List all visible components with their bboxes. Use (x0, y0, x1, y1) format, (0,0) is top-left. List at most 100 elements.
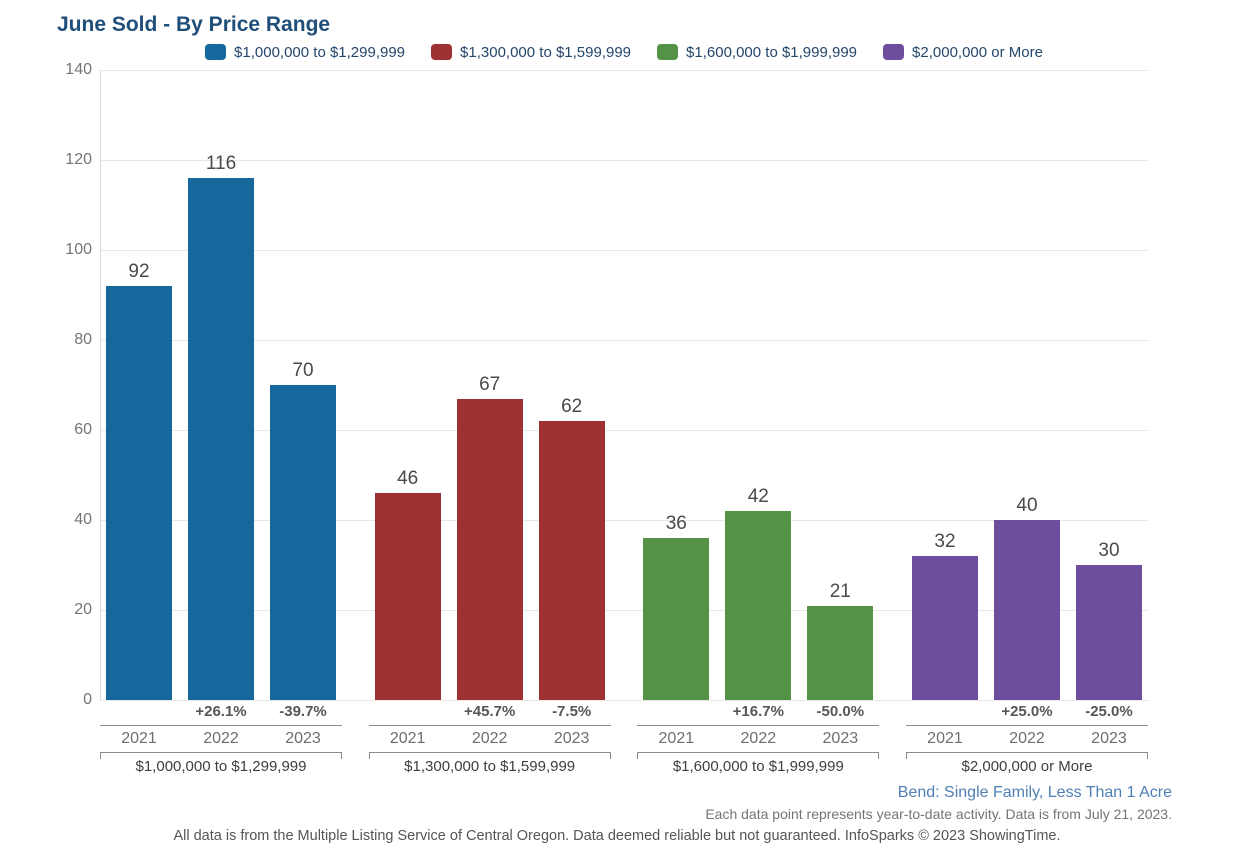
group-divider-line (905, 725, 1148, 726)
y-axis-tick-label: 80 (74, 331, 92, 348)
year-labels-row: 2021 2022 2023 (100, 729, 342, 749)
year-labels-row: 2021 2022 2023 (637, 729, 879, 749)
legend-item-label: $2,000,000 or More (912, 43, 1043, 61)
pct-change-label: -39.7% (279, 703, 327, 720)
bar-2023[interactable] (538, 421, 605, 700)
bar-value-label: 46 (397, 468, 419, 489)
legend-swatch-icon (205, 44, 227, 60)
bar-group-1: 46 67 62 (369, 375, 611, 700)
bar-wrap: 40 (993, 495, 1060, 700)
legend-swatch-icon (657, 44, 679, 60)
bar-wrap: 36 (643, 513, 710, 700)
year-label: 2021 (121, 730, 157, 747)
year-label: 2022 (740, 730, 777, 747)
bar-2022[interactable] (456, 398, 523, 700)
pct-change-row: +16.7% -50.0% (637, 702, 879, 722)
y-axis-tick-label: 40 (74, 511, 92, 528)
bar-value-label: 62 (561, 396, 583, 417)
legend-item-1[interactable]: $1,300,000 to $1,599,999 (431, 44, 631, 61)
pct-change-label (643, 702, 709, 722)
bar-wrap: 116 (188, 154, 254, 700)
bar-2021[interactable] (643, 538, 710, 700)
year-label: 2022 (203, 730, 239, 747)
y-axis-tick-label: 100 (65, 241, 92, 258)
pct-change-label: +25.0% (1001, 703, 1053, 720)
price-range-label: $1,300,000 to $1,599,999 (404, 758, 576, 775)
legend-item-0[interactable]: $1,000,000 to $1,299,999 (205, 44, 405, 61)
year-label: 2023 (285, 730, 321, 747)
pct-change-label (375, 702, 441, 722)
bar-group-2: 36 42 21 (637, 487, 879, 700)
year-label: 2023 (553, 730, 590, 747)
bar-value-label: 70 (292, 360, 314, 381)
bar-wrap: 21 (807, 582, 874, 700)
bar-group-3: 32 40 30 (906, 496, 1148, 700)
bar-2021[interactable] (106, 286, 172, 700)
bar-value-label: 30 (1098, 540, 1120, 561)
gridline (100, 430, 1148, 431)
bar-wrap: 42 (725, 486, 792, 700)
plot-area: 0 20 40 60 80 100 120 140 92 116 70 46 67 62 36 42 21 32 4… (65, 62, 1148, 708)
group-footer-1: +45.7% -7.5% 2021 2022 2023 $1,300,000 to $1,… (368, 700, 611, 777)
bar-2021[interactable] (374, 493, 441, 700)
year-label: 2021 (927, 730, 963, 747)
pct-change-row: +25.0% -25.0% (906, 702, 1148, 722)
bar-wrap: 30 (1075, 540, 1142, 700)
y-axis-tick-label: 60 (74, 421, 92, 438)
bar-chart: 0 20 40 60 80 100 120 140 92 116 70 46 67 62 36 42 21 32 4… (65, 62, 1148, 777)
pct-change-label: +16.7% (732, 703, 784, 720)
bar-wrap: 70 (270, 361, 336, 700)
year-label: 2023 (1091, 730, 1127, 747)
group-bracket (637, 752, 880, 759)
pct-change-label: +26.1% (195, 703, 247, 720)
legend: $1,000,000 to $1,299,999 $1,300,000 to $1… (100, 41, 1148, 63)
pct-change-label (912, 702, 978, 722)
legend-item-2[interactable]: $1,600,000 to $1,999,999 (657, 44, 857, 61)
group-divider-line (100, 725, 342, 726)
caption-location: Bend: Single Family, Less Than 1 Acre (897, 784, 1172, 801)
price-range-label: $1,600,000 to $1,999,999 (672, 758, 844, 775)
y-axis-tick-label: 20 (74, 601, 92, 618)
group-bracket (905, 752, 1148, 759)
year-label: 2022 (1009, 730, 1045, 747)
legend-swatch-icon (883, 44, 905, 60)
gridline (100, 520, 1148, 521)
bar-2023[interactable] (1075, 565, 1142, 700)
bar-value-label: 36 (665, 513, 687, 534)
bar-wrap: 62 (538, 396, 605, 700)
year-label: 2021 (389, 730, 426, 747)
x-axis: +26.1% -39.7% 2021 2022 2023 $1,000,000 to $1… (100, 700, 1148, 777)
y-axis-tick-label: 140 (65, 61, 92, 78)
gridline (100, 250, 1148, 251)
pct-change-row: +45.7% -7.5% (369, 702, 611, 722)
bar-value-label: 116 (205, 153, 237, 174)
caption-disclaimer: All data is from the Multiple Listing Se… (173, 828, 1061, 844)
bar-2021[interactable] (911, 556, 978, 700)
year-labels-row: 2021 2022 2023 (369, 729, 611, 749)
gridline (100, 700, 1148, 701)
group-footer-0: +26.1% -39.7% 2021 2022 2023 $1,000,000 to $1… (100, 700, 342, 777)
bar-value-label: 42 (747, 486, 769, 507)
bar-value-label: 32 (934, 531, 956, 552)
gridline (100, 340, 1148, 341)
pct-change-label: -25.0% (1085, 703, 1133, 720)
caption-note: Each data point represents year-to-date … (705, 806, 1172, 822)
pct-change-label: +45.7% (464, 703, 516, 720)
legend-item-3[interactable]: $2,000,000 or More (883, 44, 1043, 61)
bar-wrap: 46 (374, 468, 441, 700)
gridline (100, 160, 1148, 161)
bar-2023[interactable] (807, 605, 874, 700)
bar-wrap: 92 (106, 262, 172, 700)
group-divider-line (368, 725, 611, 726)
bar-2022[interactable] (993, 520, 1060, 700)
year-labels-row: 2021 2022 2023 (906, 729, 1148, 749)
group-footer-3: +25.0% -25.0% 2021 2022 2023 $2,000,000 or Mo… (905, 700, 1148, 777)
bar-wrap: 32 (911, 531, 978, 700)
bar-2023[interactable] (270, 385, 336, 700)
legend-item-label: $1,600,000 to $1,999,999 (686, 43, 858, 61)
bar-2022[interactable] (725, 511, 792, 700)
bar-2022[interactable] (188, 178, 254, 700)
bar-value-label: 40 (1016, 495, 1038, 516)
y-axis-tick-label: 0 (83, 691, 92, 708)
